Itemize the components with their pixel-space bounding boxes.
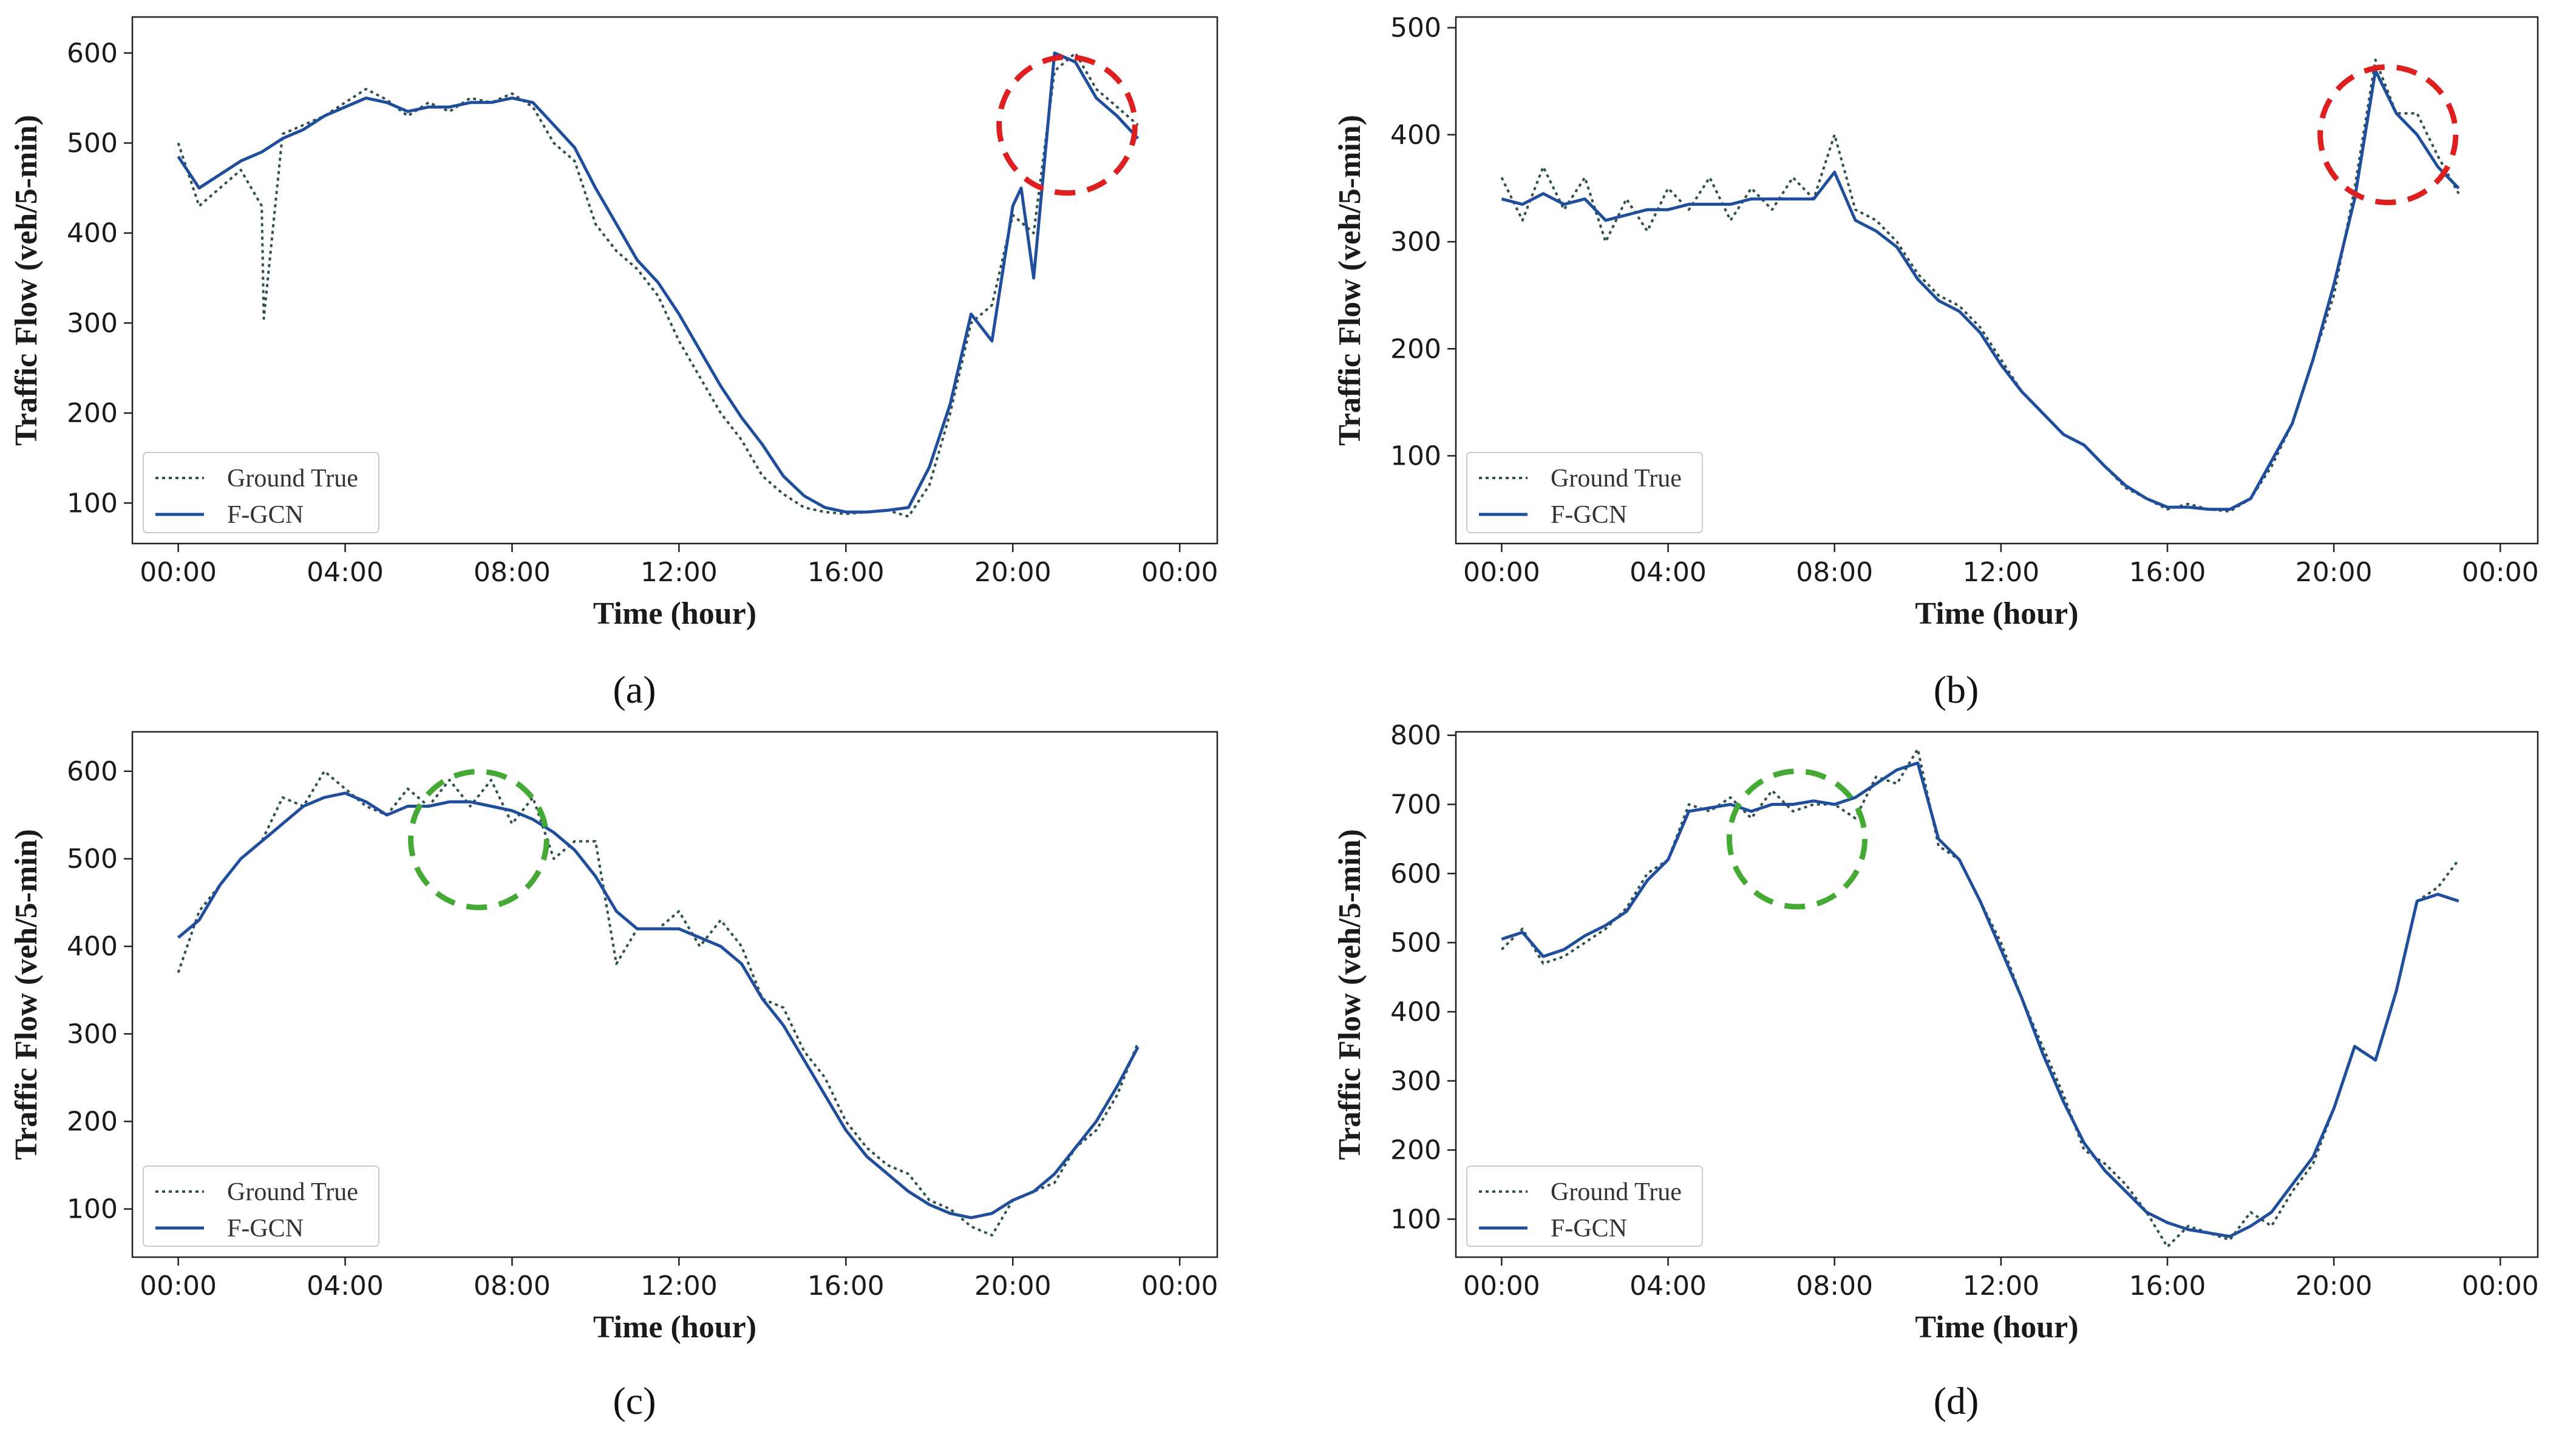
x-tick-label: 16:00 (807, 1271, 885, 1301)
highlight-circle (2317, 64, 2459, 205)
series-fgcn-line (1501, 69, 2460, 511)
y-tick-label: 400 (67, 931, 118, 962)
x-tick-label: 00:00 (1141, 557, 1218, 588)
y-tick-label: 100 (67, 1194, 118, 1225)
x-tick-label: 08:00 (1796, 1271, 1873, 1301)
x-axis-label: Time (hour) (1915, 1310, 2078, 1345)
x-tick-label: 00:00 (1141, 1271, 1218, 1301)
x-axis-label: Time (hour) (1915, 596, 2078, 631)
x-tick-label: 12:00 (1962, 557, 2039, 588)
y-tick-label: 100 (1390, 1204, 1441, 1235)
legend-box (1466, 452, 1703, 533)
y-tick-label: 200 (67, 398, 118, 429)
x-tick-label: 04:00 (1630, 1271, 1707, 1301)
legend-entry-label: Ground True (227, 1178, 358, 1206)
series-fgcn-line (177, 791, 1140, 1220)
chart-panel-a: 00:00 04:00 08:00 12:00 16:00 20:00 00:00 100 20… (9, 16, 1218, 711)
x-tick-label: 20:00 (2296, 557, 2373, 588)
panel-caption: (c) (613, 1379, 656, 1422)
x-tick-label: 00:00 (2462, 557, 2539, 588)
legend-box (143, 1165, 379, 1247)
panel-caption: (b) (1934, 668, 1979, 711)
chart-panel-d: 00:00 04:00 08:00 12:00 16:00 20:00 00:00 100 20… (1333, 720, 2539, 1422)
x-axis-label: Time (hour) (593, 596, 756, 631)
y-tick-label: 300 (1390, 227, 1441, 258)
legend-entry-label: Ground True (1551, 1178, 1682, 1206)
x-tick-label: 08:00 (1796, 557, 1873, 588)
y-tick-label: 400 (67, 218, 118, 249)
highlight-circle (1726, 768, 1868, 910)
y-tick-label: 100 (67, 488, 118, 519)
y-axis-label: Traffic Flow (veh/5-min) (9, 829, 44, 1160)
y-tick-label: 200 (1390, 1135, 1441, 1166)
plot-frame (131, 731, 1218, 1258)
x-tick-label: 16:00 (2129, 557, 2206, 588)
y-tick-label: 600 (67, 756, 118, 787)
x-tick-label: 04:00 (307, 557, 384, 588)
y-tick-label: 500 (1390, 927, 1441, 958)
x-tick-label: 20:00 (2296, 1271, 2373, 1301)
x-tick-label: 20:00 (974, 1271, 1052, 1301)
legend-entry-label: Ground True (227, 465, 358, 493)
highlight-circle (996, 54, 1138, 196)
x-tick-label: 16:00 (807, 557, 885, 588)
x-tick-label: 00:00 (1463, 557, 1540, 588)
y-tick-label: 400 (1390, 120, 1441, 151)
x-tick-label: 08:00 (474, 557, 551, 588)
y-tick-label: 500 (67, 128, 118, 159)
y-tick-label: 200 (67, 1107, 118, 1138)
x-axis-label: Time (hour) (593, 1310, 756, 1345)
y-tick-label: 300 (67, 1018, 118, 1049)
y-tick-label: 400 (1390, 997, 1441, 1028)
y-axis-label: Traffic Flow (veh/5-min) (1333, 115, 1367, 446)
legend-entry-label: F-GCN (227, 501, 304, 529)
y-tick-label: 500 (67, 844, 118, 875)
y-tick-label: 800 (1390, 720, 1441, 751)
y-tick-label: 300 (67, 308, 118, 339)
y-tick-label: 300 (1390, 1066, 1441, 1097)
y-tick-label: 500 (1390, 13, 1441, 44)
y-axis-label: Traffic Flow (veh/5-min) (1333, 829, 1367, 1160)
x-tick-label: 00:00 (1463, 1271, 1540, 1301)
plot-frame (1455, 731, 2539, 1258)
series-fgcn-line (177, 51, 1140, 514)
x-tick-label: 12:00 (1962, 1271, 2039, 1301)
x-tick-label: 00:00 (2462, 1271, 2539, 1301)
legend-entry-label: Ground True (1551, 465, 1682, 493)
y-tick-label: 600 (67, 38, 118, 69)
x-tick-label: 16:00 (2129, 1271, 2206, 1301)
x-tick-label: 00:00 (140, 557, 217, 588)
x-tick-label: 12:00 (641, 1271, 718, 1301)
panel-caption: (a) (613, 668, 656, 711)
legend-box (143, 452, 379, 533)
y-tick-label: 200 (1390, 333, 1441, 364)
x-tick-label: 04:00 (1630, 557, 1707, 588)
y-tick-label: 600 (1390, 858, 1441, 889)
legend-entry-label: F-GCN (227, 1215, 304, 1243)
series-fgcn-line (1501, 761, 2459, 1238)
chart-panel-c: 00:00 04:00 08:00 12:00 16:00 20:00 00:00 100 20… (9, 731, 1218, 1422)
x-tick-label: 00:00 (140, 1271, 217, 1301)
panel-caption: (d) (1934, 1379, 1979, 1422)
y-axis-label: Traffic Flow (veh/5-min) (9, 115, 44, 446)
legend-box (1466, 1165, 1703, 1247)
legend-entry-label: F-GCN (1551, 1215, 1627, 1243)
highlight-circle (408, 768, 549, 910)
plot-frame (131, 16, 1218, 545)
plot-frame (1455, 16, 2539, 545)
x-tick-label: 08:00 (474, 1271, 551, 1301)
x-tick-label: 04:00 (307, 1271, 384, 1301)
x-tick-label: 20:00 (974, 557, 1052, 588)
legend-entry-label: F-GCN (1551, 501, 1627, 529)
series-ground-true-line (1500, 58, 2460, 513)
y-tick-label: 700 (1390, 790, 1441, 820)
chart-panel-b: 00:00 04:00 08:00 12:00 16:00 20:00 00:00 100 20… (1333, 13, 2539, 711)
y-tick-label: 100 (1390, 441, 1441, 472)
x-tick-label: 12:00 (641, 557, 718, 588)
